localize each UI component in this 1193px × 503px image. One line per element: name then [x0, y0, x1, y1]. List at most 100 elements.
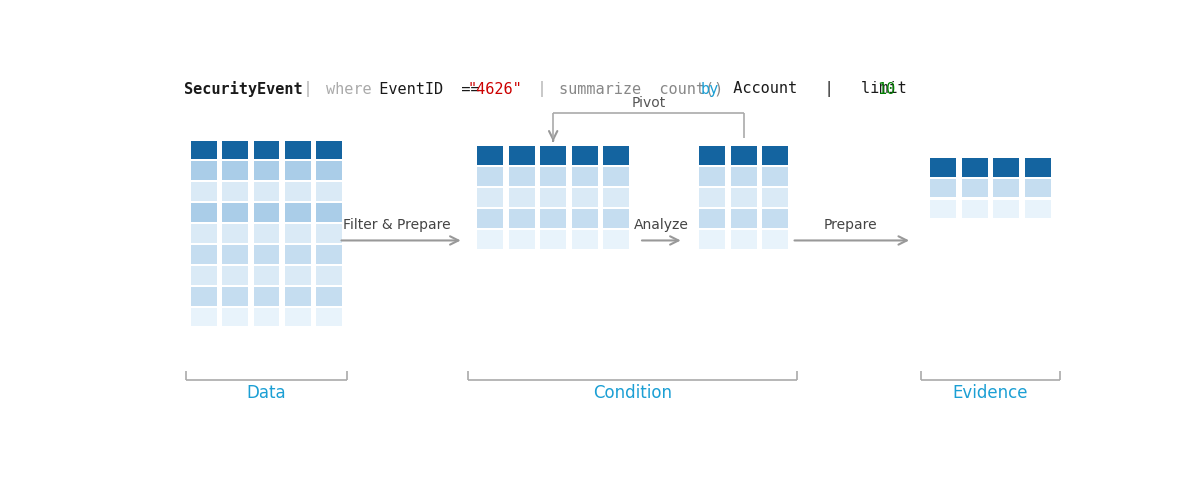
- FancyBboxPatch shape: [222, 140, 248, 159]
- FancyBboxPatch shape: [604, 209, 629, 228]
- FancyBboxPatch shape: [191, 308, 217, 326]
- FancyBboxPatch shape: [994, 179, 1019, 198]
- FancyBboxPatch shape: [1025, 158, 1051, 177]
- FancyBboxPatch shape: [477, 146, 503, 165]
- Text: by: by: [700, 82, 718, 97]
- FancyBboxPatch shape: [191, 224, 217, 243]
- FancyBboxPatch shape: [222, 183, 248, 201]
- Text: Pivot: Pivot: [631, 96, 666, 110]
- Text: Filter & Prepare: Filter & Prepare: [344, 218, 451, 232]
- FancyBboxPatch shape: [540, 230, 567, 248]
- FancyBboxPatch shape: [285, 140, 311, 159]
- Text: Prepare: Prepare: [824, 218, 878, 232]
- FancyBboxPatch shape: [540, 146, 567, 165]
- FancyBboxPatch shape: [762, 146, 789, 165]
- Text: summarize  count(): summarize count(): [560, 82, 723, 97]
- FancyBboxPatch shape: [285, 161, 311, 180]
- FancyBboxPatch shape: [604, 167, 629, 186]
- FancyBboxPatch shape: [316, 140, 342, 159]
- FancyBboxPatch shape: [477, 209, 503, 228]
- FancyBboxPatch shape: [540, 167, 567, 186]
- FancyBboxPatch shape: [604, 188, 629, 207]
- FancyBboxPatch shape: [316, 183, 342, 201]
- FancyBboxPatch shape: [571, 188, 598, 207]
- FancyBboxPatch shape: [191, 245, 217, 264]
- FancyBboxPatch shape: [285, 266, 311, 285]
- FancyBboxPatch shape: [191, 183, 217, 201]
- FancyBboxPatch shape: [222, 266, 248, 285]
- FancyBboxPatch shape: [762, 230, 789, 248]
- FancyBboxPatch shape: [931, 179, 957, 198]
- FancyBboxPatch shape: [254, 224, 279, 243]
- FancyBboxPatch shape: [285, 308, 311, 326]
- FancyBboxPatch shape: [316, 161, 342, 180]
- FancyBboxPatch shape: [699, 188, 725, 207]
- FancyBboxPatch shape: [254, 161, 279, 180]
- FancyBboxPatch shape: [285, 245, 311, 264]
- FancyBboxPatch shape: [191, 203, 217, 222]
- FancyBboxPatch shape: [254, 140, 279, 159]
- FancyBboxPatch shape: [962, 158, 988, 177]
- FancyBboxPatch shape: [571, 146, 598, 165]
- Text: |: |: [277, 81, 340, 98]
- FancyBboxPatch shape: [762, 167, 789, 186]
- Text: Condition: Condition: [593, 384, 672, 402]
- FancyBboxPatch shape: [254, 183, 279, 201]
- FancyBboxPatch shape: [191, 287, 217, 305]
- FancyBboxPatch shape: [222, 224, 248, 243]
- FancyBboxPatch shape: [222, 161, 248, 180]
- FancyBboxPatch shape: [285, 287, 311, 305]
- FancyBboxPatch shape: [730, 209, 756, 228]
- FancyBboxPatch shape: [508, 230, 534, 248]
- FancyBboxPatch shape: [604, 230, 629, 248]
- FancyBboxPatch shape: [962, 200, 988, 218]
- FancyBboxPatch shape: [1025, 200, 1051, 218]
- FancyBboxPatch shape: [540, 209, 567, 228]
- FancyBboxPatch shape: [994, 200, 1019, 218]
- FancyBboxPatch shape: [508, 167, 534, 186]
- FancyBboxPatch shape: [994, 158, 1019, 177]
- FancyBboxPatch shape: [931, 200, 957, 218]
- FancyBboxPatch shape: [254, 266, 279, 285]
- Text: SecurityEvent: SecurityEvent: [184, 81, 303, 98]
- FancyBboxPatch shape: [730, 146, 756, 165]
- FancyBboxPatch shape: [316, 245, 342, 264]
- FancyBboxPatch shape: [540, 188, 567, 207]
- FancyBboxPatch shape: [222, 287, 248, 305]
- Text: Evidence: Evidence: [953, 384, 1028, 402]
- FancyBboxPatch shape: [316, 287, 342, 305]
- Text: |: |: [509, 81, 574, 98]
- FancyBboxPatch shape: [571, 167, 598, 186]
- FancyBboxPatch shape: [191, 140, 217, 159]
- FancyBboxPatch shape: [571, 209, 598, 228]
- FancyBboxPatch shape: [316, 203, 342, 222]
- Text: EventID  ==: EventID ==: [361, 82, 497, 97]
- Text: where: where: [326, 82, 371, 97]
- FancyBboxPatch shape: [730, 230, 756, 248]
- Text: 10: 10: [877, 82, 896, 97]
- FancyBboxPatch shape: [962, 179, 988, 198]
- Text: "4626": "4626": [468, 82, 521, 97]
- FancyBboxPatch shape: [285, 203, 311, 222]
- FancyBboxPatch shape: [254, 203, 279, 222]
- FancyBboxPatch shape: [604, 146, 629, 165]
- FancyBboxPatch shape: [762, 209, 789, 228]
- FancyBboxPatch shape: [316, 308, 342, 326]
- FancyBboxPatch shape: [699, 167, 725, 186]
- FancyBboxPatch shape: [316, 266, 342, 285]
- FancyBboxPatch shape: [477, 230, 503, 248]
- FancyBboxPatch shape: [222, 203, 248, 222]
- Text: Account   |   limit: Account | limit: [715, 81, 925, 98]
- FancyBboxPatch shape: [477, 167, 503, 186]
- FancyBboxPatch shape: [285, 224, 311, 243]
- FancyBboxPatch shape: [571, 230, 598, 248]
- FancyBboxPatch shape: [222, 245, 248, 264]
- FancyBboxPatch shape: [316, 224, 342, 243]
- FancyBboxPatch shape: [191, 266, 217, 285]
- FancyBboxPatch shape: [730, 167, 756, 186]
- FancyBboxPatch shape: [699, 146, 725, 165]
- FancyBboxPatch shape: [931, 158, 957, 177]
- FancyBboxPatch shape: [508, 188, 534, 207]
- Text: Analyze: Analyze: [633, 218, 688, 232]
- FancyBboxPatch shape: [285, 183, 311, 201]
